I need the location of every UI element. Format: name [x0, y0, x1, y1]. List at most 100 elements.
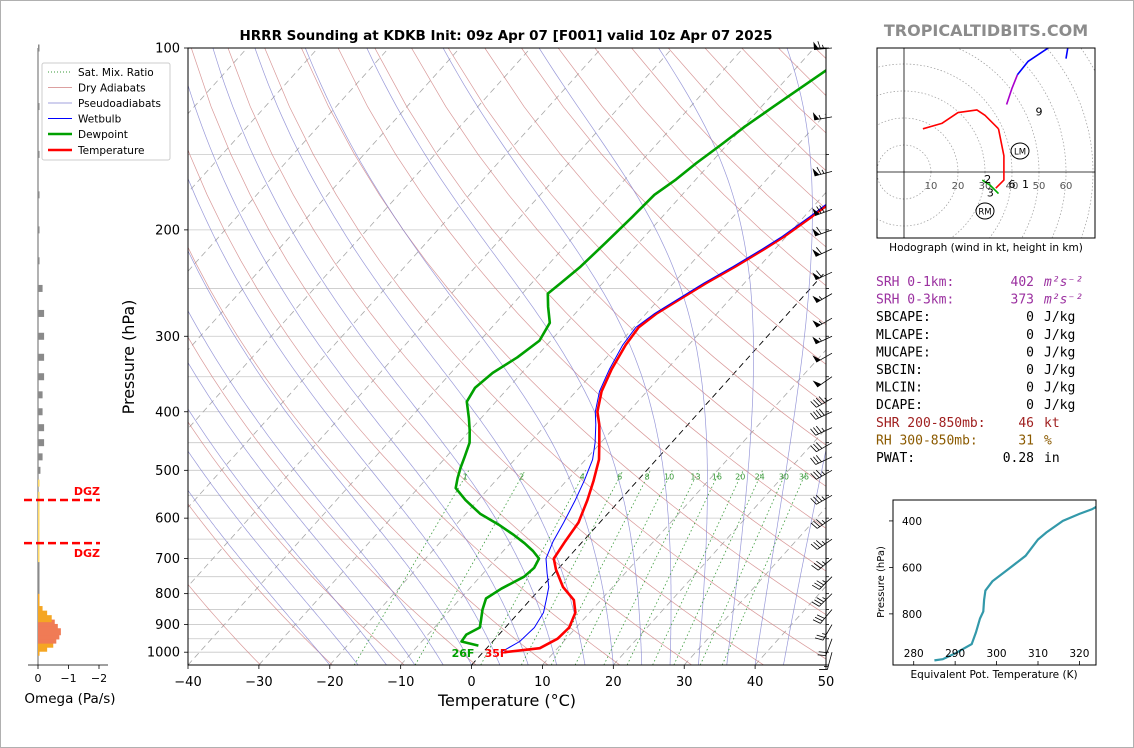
indices-table: SRH 0-1km: 402 m²s⁻² SRH 0-3km: 373 m²s⁻² SBCA… [876, 275, 1083, 466]
omega-bar [38, 623, 58, 631]
wind-barb-full [813, 443, 820, 451]
x-tick-label: −10 [387, 675, 414, 690]
omega-bar [38, 615, 52, 623]
dry-adiabat-line [557, 48, 826, 326]
wind-barb-full [814, 616, 823, 622]
index-value: 373 [1011, 293, 1034, 308]
wind-barb-full [813, 411, 819, 419]
omega-bar [38, 391, 43, 399]
wind-barb-full [810, 412, 816, 420]
omega-bar [38, 284, 43, 292]
mixing-ratio-line [550, 470, 651, 665]
dgz-label: DGZ [74, 547, 100, 560]
omega-bar [38, 601, 40, 609]
pseudoadiabat-line [188, 408, 387, 665]
wind-barb-half [821, 169, 825, 174]
wind-barb-shaft [815, 271, 833, 281]
hodograph-height-label: 9 [1036, 105, 1043, 118]
omega-x-label: Omega (Pa/s) [24, 691, 115, 707]
hodograph-panel: 10 20 30 40 50 60 1 23 6 9 LM RM Hodograph (wind… [876, 47, 1096, 254]
surface-dewpoint-label: 26F [452, 647, 475, 660]
wind-barb-full [816, 270, 822, 278]
wind-barb-pennant [812, 168, 820, 176]
isotherm-line [825, 664, 826, 665]
omega-bar [38, 525, 40, 533]
mixing-ratio-label: 13 [690, 473, 700, 482]
y-tick-label: 1000 [147, 646, 180, 661]
wind-barb-full [814, 599, 822, 605]
index-value: 0 [1026, 363, 1034, 378]
pseudoadiabat-line [188, 310, 444, 665]
wind-barb-shaft [817, 517, 833, 529]
dry-adiabat-line [188, 246, 549, 665]
wind-barb [810, 455, 833, 465]
wind-barb [812, 609, 833, 624]
dry-adiabat-line [190, 48, 692, 665]
wind-barb [812, 317, 833, 328]
wind-barb-half [818, 337, 822, 342]
pseudoadiabat-line [188, 450, 359, 665]
isotherm-line [188, 48, 390, 272]
wind-barb-half [824, 397, 828, 402]
pseudoadiabat-line [188, 84, 529, 665]
wind-barb [812, 247, 833, 257]
omega-bar [38, 560, 40, 568]
legend: Sat. Mix. Ratio Dry Adiabats Pseudoadiab… [41, 62, 171, 161]
wind-barb-full [815, 397, 823, 405]
x-tick-label: 0 [467, 675, 475, 690]
omega-bar [38, 309, 45, 317]
storm-motion-left-mover: LM [1010, 142, 1030, 160]
wind-barb-full [816, 580, 825, 586]
wind-barb-shaft [816, 469, 833, 480]
wind-barb-half [821, 496, 826, 500]
legend-label-pseudoadiabats: Pseudoadiabats [78, 98, 161, 110]
omega-bar [38, 586, 40, 594]
wind-barb-half [822, 44, 825, 49]
isotherm-line [542, 349, 826, 665]
wind-barb-full [816, 166, 822, 175]
lm-marker [1010, 142, 1030, 160]
pseudoadiabat-line [754, 48, 813, 665]
legend-label-wetbulb: Wetbulb [78, 114, 122, 126]
dewpoint-profile-line [454, 68, 826, 647]
dry-adiabat-line [447, 48, 826, 446]
wind-barb-pennant [812, 208, 820, 216]
omega-bar [38, 373, 45, 381]
x-tick-label: −20 [316, 675, 343, 690]
hodograph-height-label: 2 [984, 173, 991, 186]
theta-e-x-tick-label: 310 [1028, 648, 1048, 660]
wind-barb-full [816, 560, 824, 567]
wind-barb-full [813, 496, 820, 504]
mixing-ratio-label: 2 [519, 473, 524, 482]
index-label: MLCAPE: [876, 328, 931, 343]
mixing-ratio-line [673, 470, 764, 665]
omega-bar [38, 531, 40, 539]
wind-barb-shaft [816, 397, 833, 408]
omega-bar [38, 619, 55, 627]
wind-barb-half [822, 580, 827, 583]
wind-barb-pennant [812, 320, 821, 328]
omega-bar [38, 566, 40, 574]
omega-bar [38, 150, 40, 158]
dry-adiabat-line [188, 336, 477, 665]
isotherm-line [188, 48, 602, 509]
omega-bar [38, 640, 54, 648]
wind-barb-full [810, 445, 817, 452]
skewt-x-label: Temperature (°C) [437, 691, 576, 710]
wind-barb-full [811, 565, 819, 571]
mixing-ratio-label: 1 [463, 473, 468, 482]
wind-barb-shaft [826, 652, 833, 670]
wind-barb-pennant [812, 336, 821, 344]
theta-e-y-tick-label: 800 [902, 609, 922, 621]
wind-barb-full [810, 498, 817, 505]
wind-barb-full [812, 619, 821, 624]
isotherm-line [188, 48, 531, 430]
omega-bar [38, 498, 40, 506]
omega-bar [38, 610, 48, 618]
wind-barb [810, 517, 833, 529]
index-label: PWAT: [876, 451, 915, 466]
omega-bar [38, 257, 40, 265]
index-label: MUCAPE: [876, 345, 931, 360]
wind-barb-half [821, 540, 826, 545]
